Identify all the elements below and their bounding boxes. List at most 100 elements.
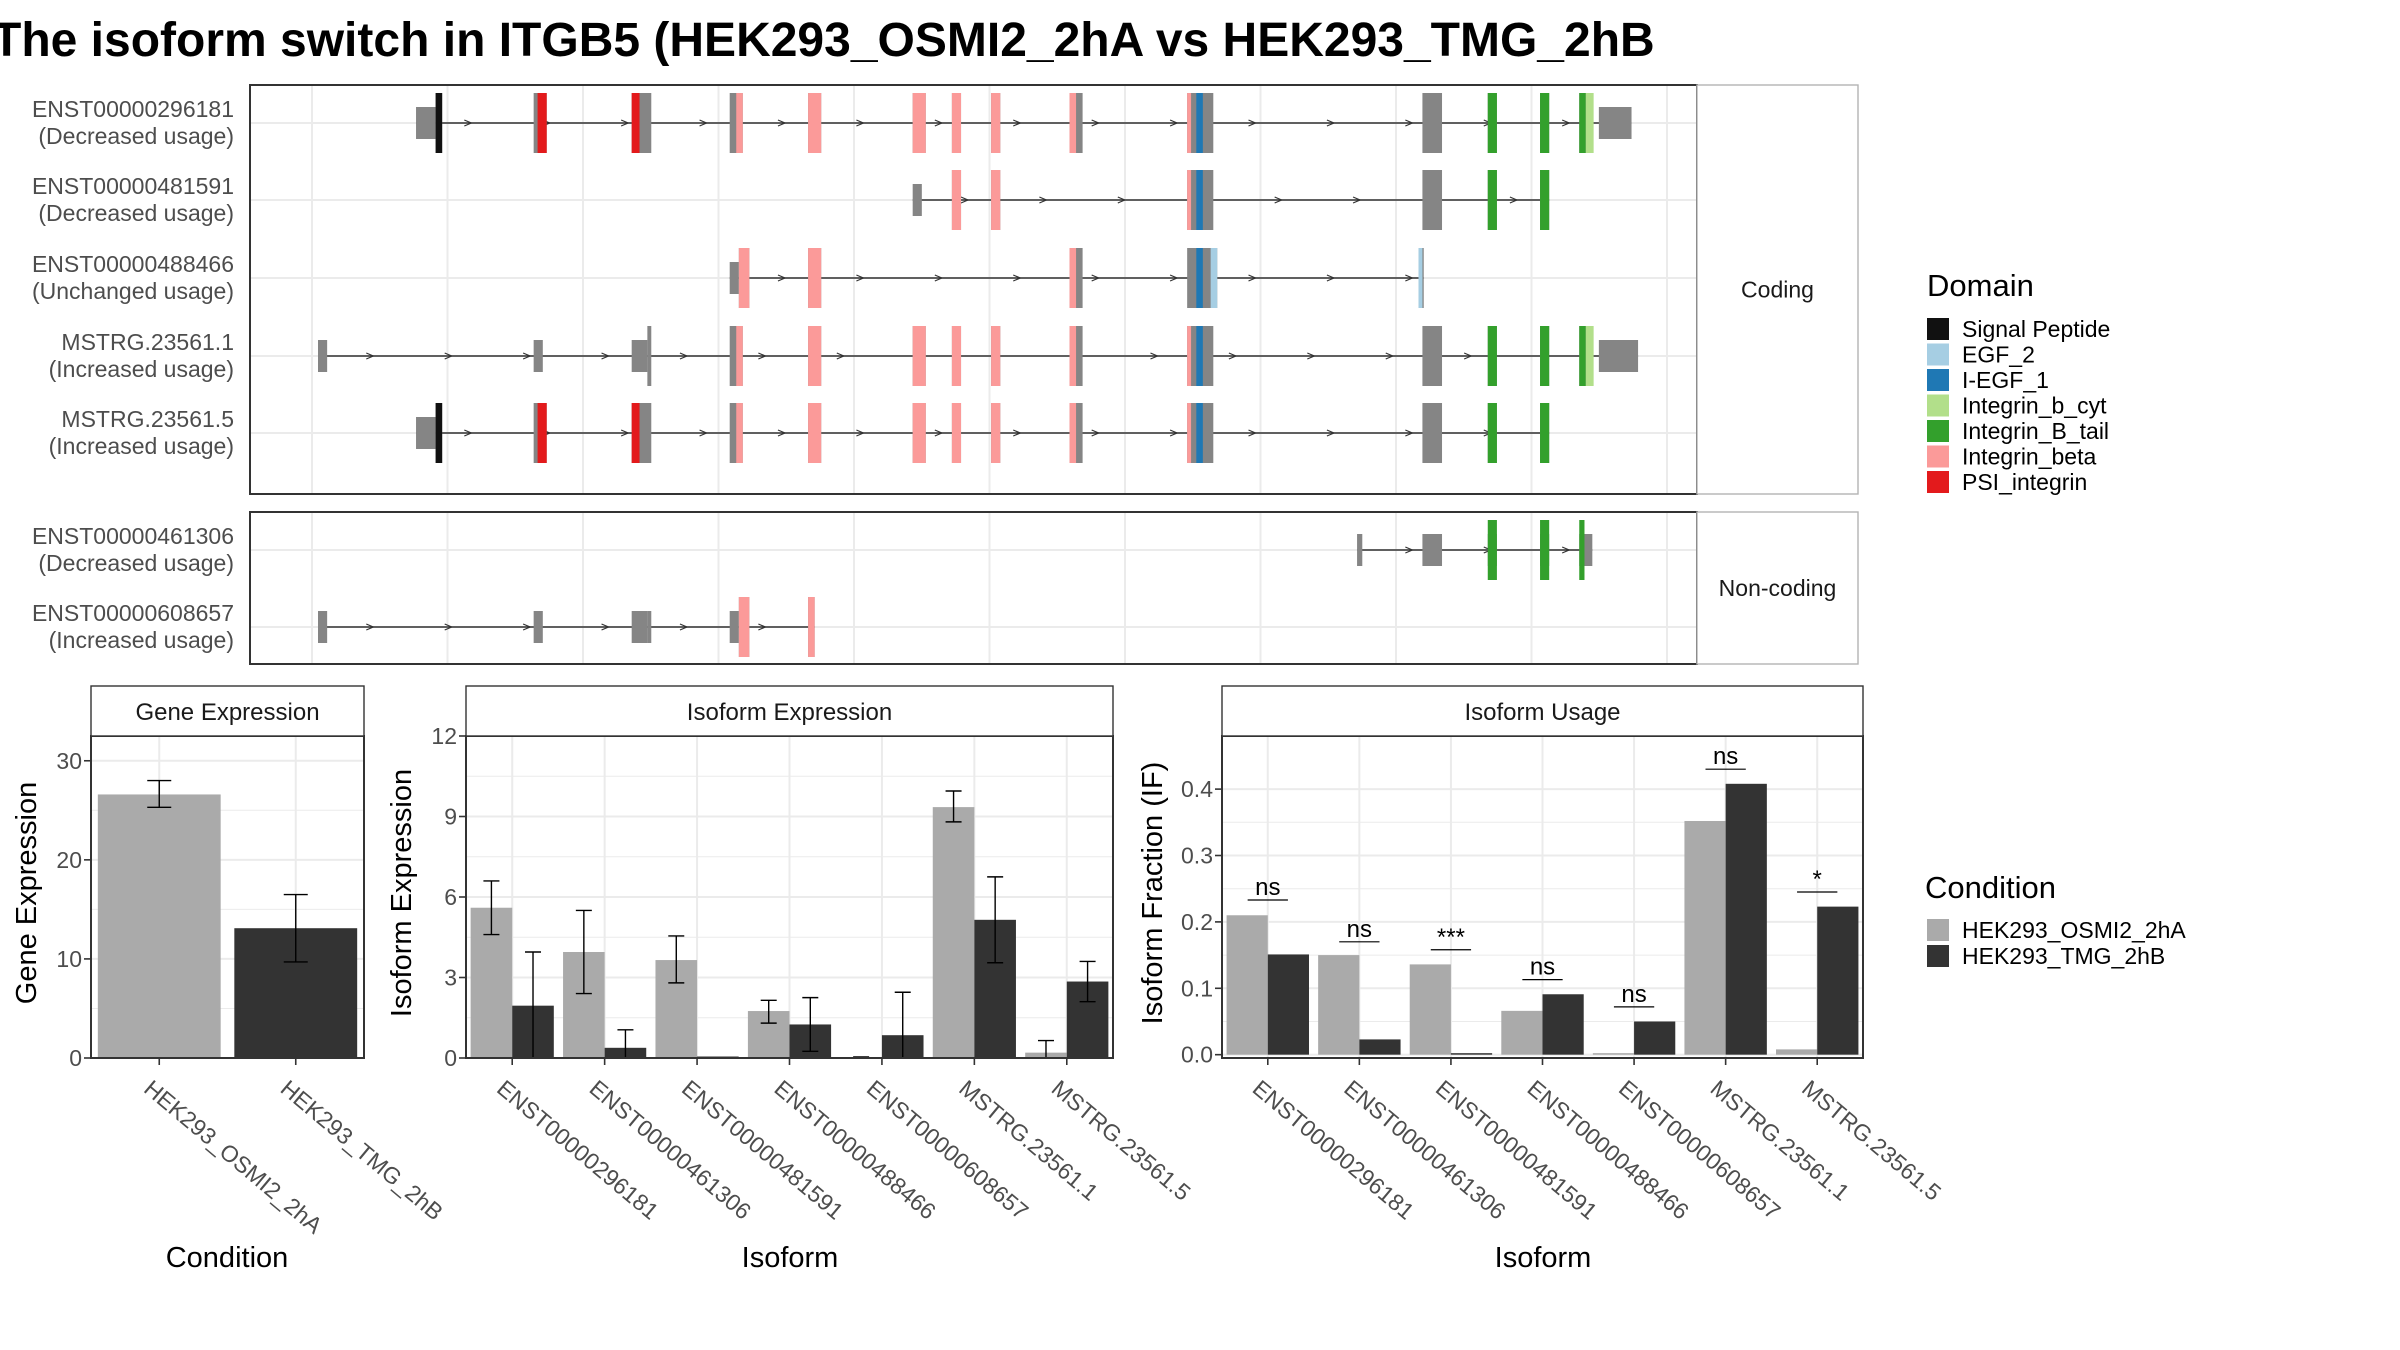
direction-arrow: [934, 119, 944, 127]
condition-legend-item: HEK293_OSMI2_2hA: [1927, 917, 2186, 943]
transcript-ENST00000481591: [912, 170, 1550, 230]
utr-block: [318, 340, 328, 372]
y-tick-label: 0.0: [1181, 1042, 1213, 1068]
bar-panel-0: Gene Expression0102030HEK293_OSMI2_2hAHE…: [11, 685, 448, 1274]
domain-block: [1540, 520, 1550, 580]
significance-label: ns: [1347, 916, 1372, 943]
bar-HEK293_TMG_2hB-ENST00000296181: [1267, 954, 1309, 1055]
exon-block: [647, 326, 652, 386]
domain-legend-item: Integrin_B_tail: [1927, 418, 2109, 444]
domain-legend-label: Integrin_b_cyt: [1962, 393, 2107, 419]
domain-block: [1579, 326, 1586, 386]
transcript-MSTRG.23561.1: [318, 326, 1639, 386]
domain-block: [537, 403, 547, 463]
significance-label: ns: [1621, 981, 1646, 1008]
utr-block: [631, 611, 648, 643]
direction-arrow: [856, 274, 865, 282]
domain-block: [808, 326, 822, 386]
direction-arrow: [1405, 119, 1414, 127]
domain-block: [991, 93, 1001, 153]
direction-arrow: [1248, 274, 1258, 282]
domain-legend-swatch: [1927, 445, 1949, 468]
direction-arrow: [758, 352, 767, 360]
domain-block: [736, 93, 743, 153]
direction-arrow: [1326, 274, 1336, 282]
domain-legend-item: Integrin_b_cyt: [1927, 393, 2107, 419]
bar-HEK293_OSMI2_2hA-ENST00000481591: [1409, 964, 1451, 1055]
domain-block: [1579, 93, 1586, 153]
x-tick-label: ENST00000461306: [585, 1075, 757, 1225]
utr-block: [729, 262, 739, 294]
direction-arrow: [1561, 546, 1571, 554]
domain-legend-item: Signal Peptide: [1927, 316, 2110, 342]
utr-block: [1598, 107, 1632, 139]
panel-background: [250, 512, 1697, 664]
significance-label: *: [1813, 866, 1822, 893]
figure-title: The isoform switch in ITGB5 (HEK293_OSMI…: [0, 14, 1655, 67]
group-strip-label: Non-coding: [1719, 575, 1837, 601]
x-tick-label: ENST00000608657: [862, 1075, 1034, 1225]
group-strip: [1696, 511, 1859, 665]
bar-HEK293_TMG_2hB-ENST00000488466: [1542, 994, 1584, 1055]
domain-block: [991, 170, 1001, 230]
direction-arrow: [1405, 546, 1414, 554]
group-strip-label: Coding: [1741, 277, 1814, 303]
direction-arrow: [1307, 352, 1316, 360]
direction-arrow: [699, 119, 709, 127]
condition-legend-swatch: [1927, 945, 1949, 967]
domain-block: [951, 93, 962, 153]
bar-HEK293_TMG_2hB-ENST00000481591: [1450, 1053, 1493, 1055]
utr-block: [729, 611, 739, 643]
direction-arrow: [699, 429, 709, 437]
direction-arrow: [1405, 429, 1414, 437]
domain-legend-label: EGF_2: [1962, 342, 2035, 368]
panel-strip-title: Isoform Expression: [687, 699, 892, 726]
bar-HEK293_OSMI2_2hA-ENST00000296181: [1226, 915, 1268, 1055]
domain-legend-item: I-EGF_1: [1927, 367, 2049, 393]
bar-HEK293_OSMI2_2hA-ENST00000608657: [1592, 1053, 1635, 1055]
utr-block: [416, 107, 436, 139]
y-tick-label: 10: [56, 946, 82, 972]
transcript-name-label: MSTRG.23561.1: [61, 329, 234, 355]
direction-arrow: [1509, 196, 1519, 204]
transcript-ENST00000488466: [729, 248, 1424, 308]
direction-arrow: [366, 623, 375, 631]
x-axis-title: Isoform: [742, 1242, 839, 1274]
transcript-usage-label: (Decreased usage): [38, 200, 234, 226]
panel-strip-title: Gene Expression: [135, 699, 319, 726]
group-strip: [1696, 84, 1859, 495]
bar-panel-1: Isoform Expression036912ENST00000296181E…: [386, 685, 1196, 1274]
domain-legend-item: Integrin_beta: [1927, 444, 2096, 470]
domain-block: [1187, 93, 1192, 153]
direction-arrow: [777, 274, 787, 282]
direction-arrow: [1228, 352, 1238, 360]
domain-block: [951, 403, 962, 463]
domain-block: [1069, 403, 1077, 463]
domain-block: [1187, 170, 1192, 230]
domain-legend-label: Signal Peptide: [1962, 316, 2110, 342]
domain-legend-swatch: [1927, 420, 1949, 442]
domain-block: [808, 597, 815, 657]
domain-block: [631, 93, 640, 153]
y-tick-label: 0.3: [1181, 843, 1213, 869]
bar-panel-2: ns ns *** ns ns ns * Isoform Usage 0.0 0.1 0.2 0.3 0…: [1137, 685, 1946, 1274]
x-tick-label: ENST00000608657: [1614, 1075, 1786, 1225]
domain-block: [1069, 248, 1077, 308]
exon-block: [1422, 403, 1443, 463]
domain-legend-swatch: [1927, 471, 1949, 493]
direction-arrow: [1352, 196, 1362, 204]
y-axis-title: Isoform Expression: [386, 769, 418, 1017]
utr-block: [1422, 534, 1443, 566]
bar-charts: Gene Expression0102030HEK293_OSMI2_2hAHE…: [11, 685, 1946, 1274]
utr-block: [533, 611, 543, 643]
panel-background: [250, 85, 1697, 494]
direction-arrow: [856, 429, 865, 437]
bar-HEK293_OSMI2_2hA-ENST00000488466: [1501, 1010, 1543, 1055]
direction-arrow: [444, 352, 454, 360]
domain-legend-label: PSI_integrin: [1962, 469, 2087, 495]
bar-HEK293_OSMI2_2hA-MSTRG.23561.1: [1684, 820, 1726, 1055]
domain-block: [736, 403, 743, 463]
structure-panel-0: Coding: [249, 84, 1859, 495]
direction-arrow: [522, 623, 532, 631]
